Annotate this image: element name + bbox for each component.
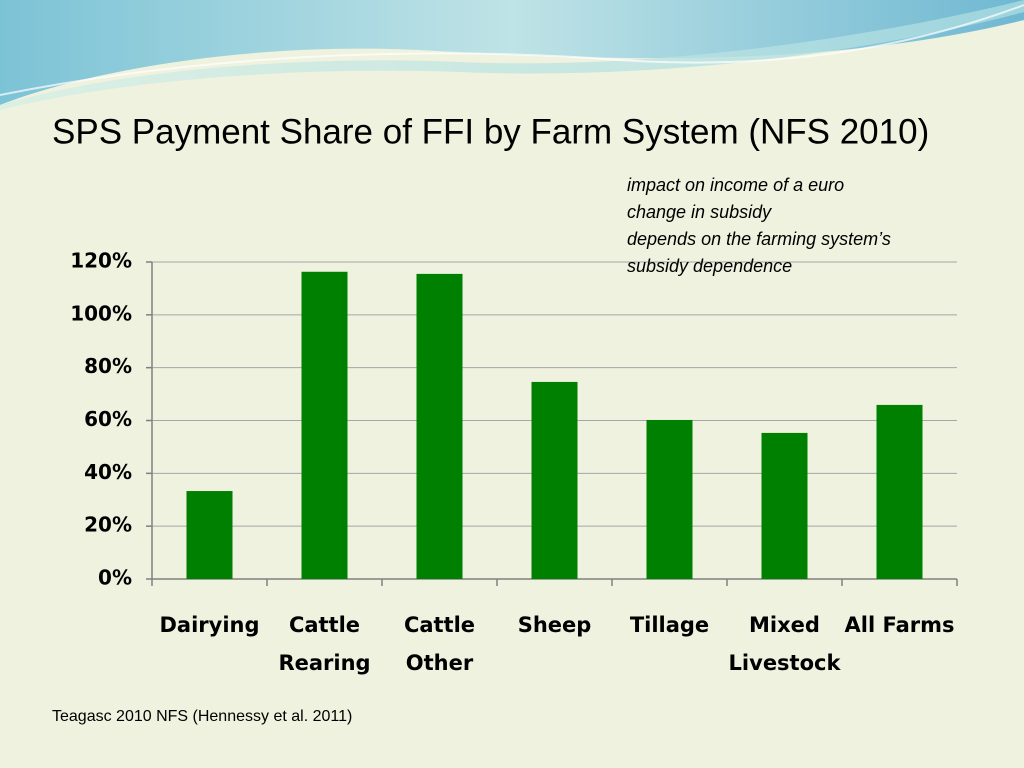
x-tick-label: Cattle [404, 613, 475, 637]
bar [416, 273, 463, 579]
y-tick-label: 20% [84, 513, 132, 537]
x-tick-label: Dairying [159, 613, 259, 637]
annotation: change in subsidy [627, 202, 772, 222]
annotation: impact on income of a euro [627, 175, 844, 195]
bar [876, 404, 923, 579]
y-tick-label: 60% [84, 407, 132, 431]
chart-title: SPS Payment Share of FFI by Farm System … [52, 112, 929, 151]
x-tick-label: Livestock [729, 651, 842, 675]
header-line [0, 4, 1024, 96]
bar [301, 271, 348, 579]
bar [531, 381, 578, 579]
x-tick-label: All Farms [845, 613, 955, 637]
y-tick-label: 120% [70, 249, 132, 273]
y-tick-label: 0% [98, 566, 132, 590]
y-tick-label: 40% [84, 460, 132, 484]
y-tick-label: 100% [70, 301, 132, 325]
x-tick-label: Tillage [630, 613, 709, 637]
bar [761, 432, 808, 579]
source-note: Teagasc 2010 NFS (Hennessy et al. 2011) [52, 708, 352, 725]
x-tick-label: Other [406, 651, 474, 675]
y-tick-label: 80% [84, 354, 132, 378]
x-tick-label: Rearing [278, 651, 370, 675]
annotation: depends on the farming system’s [627, 229, 891, 249]
bar [186, 491, 233, 579]
x-tick-label: Cattle [289, 613, 360, 637]
header-wave [0, 0, 1024, 105]
x-tick-label: Mixed [749, 613, 820, 637]
x-tick-label: Sheep [518, 613, 592, 637]
annotation: subsidy dependence [627, 256, 792, 276]
bar [646, 419, 693, 579]
